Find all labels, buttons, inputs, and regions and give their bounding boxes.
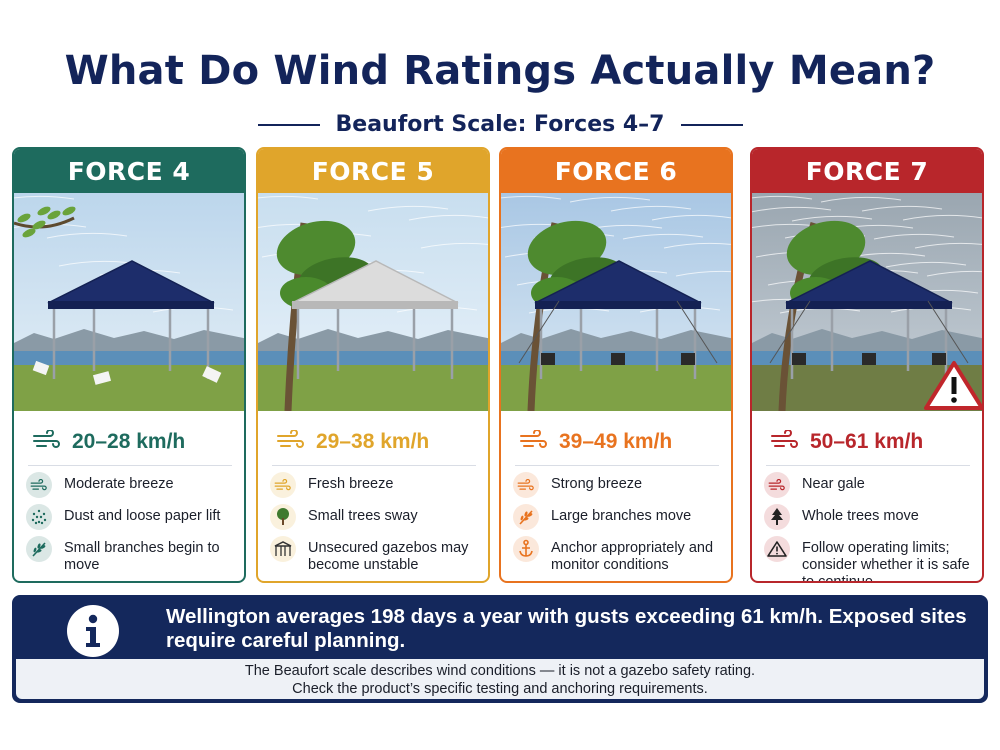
item-text: Unsecured gazebos may become unstable: [308, 540, 469, 573]
force-6-speed-row: 39–49 km/h: [501, 411, 731, 459]
force-6-item-2: Large branches move: [513, 504, 723, 530]
branch-icon: [513, 504, 539, 530]
force-4-speed: 20–28 km/h: [72, 430, 186, 453]
force-7-item-2: Whole trees move: [764, 504, 974, 530]
branch-icon: [26, 536, 52, 562]
subtitle-rule-right: [680, 123, 743, 126]
force-4-header: FORCE 4: [14, 149, 244, 193]
force-5-speed: 29–38 km/h: [316, 430, 430, 453]
force-5-card: FORCE 5 29–38 km/h Fresh breeze Small tr…: [256, 147, 490, 583]
item-text: Near gale: [802, 476, 865, 492]
info-banner: Wellington averages 198 days a year with…: [12, 595, 988, 703]
force-5-header: FORCE 5: [258, 149, 488, 193]
page-subtitle: Beaufort Scale: Forces 4–7: [335, 112, 665, 137]
disclaimer-line-1: The Beaufort scale describes wind condit…: [244, 663, 756, 679]
wind-icon: [513, 472, 539, 498]
item-text: Large branches move: [551, 508, 692, 524]
info-icon: [67, 605, 119, 657]
force-6-speed: 39–49 km/h: [559, 430, 673, 453]
force-6-header: FORCE 6: [501, 149, 731, 193]
subtitle-rule-left: [257, 123, 320, 126]
force-7-speed-row: 50–61 km/h: [752, 411, 982, 459]
item-text: Follow operating limits; consider whethe…: [802, 540, 970, 583]
force-7-illustration: [752, 193, 982, 411]
force-7-header: FORCE 7: [752, 149, 982, 193]
item-text: Dust and loose paper lift: [64, 508, 221, 524]
force-6-card: FORCE 6 39–49 km/h Strong breeze Large b…: [499, 147, 733, 583]
divider: [28, 465, 232, 466]
force-5-item-3: Unsecured gazebos may become unstable: [270, 536, 480, 574]
tree-icon: [270, 504, 296, 530]
force-4-card: FORCE 4 20–28 km/h Moderate breeze Dust …: [12, 147, 246, 583]
item-text: Strong breeze: [551, 476, 643, 492]
divider: [272, 465, 476, 466]
disclaimer-line-2: Check the product’s specific testing and…: [292, 681, 708, 697]
force-4-speed-row: 20–28 km/h: [14, 411, 244, 459]
pine-tree-icon: [764, 504, 790, 530]
wind-icon: [276, 428, 306, 455]
divider: [515, 465, 719, 466]
force-6-illustration: [501, 193, 731, 411]
wind-icon: [764, 472, 790, 498]
force-4-item-2: Dust and loose paper lift: [26, 504, 236, 530]
warning-icon: [764, 536, 790, 562]
item-text: Fresh breeze: [308, 476, 394, 492]
force-7-speed: 50–61 km/h: [810, 430, 924, 453]
force-4-item-1: Moderate breeze: [26, 472, 236, 498]
force-5-item-2: Small trees sway: [270, 504, 480, 530]
item-text: Whole trees move: [802, 508, 919, 524]
wind-icon: [32, 428, 62, 455]
force-6-item-1: Strong breeze: [513, 472, 723, 498]
dust-icon: [26, 504, 52, 530]
anchor-icon: [513, 536, 539, 562]
item-text: Small trees sway: [308, 508, 418, 524]
gazebo-icon: [270, 536, 296, 562]
wind-icon: [519, 428, 549, 455]
force-7-item-3: Follow operating limits; consider whethe…: [764, 536, 974, 583]
item-text: Small branches begin to move: [64, 540, 220, 573]
force-5-speed-row: 29–38 km/h: [258, 411, 488, 459]
force-4-item-3: Small branches begin to move: [26, 536, 236, 574]
force-7-item-1: Near gale: [764, 472, 974, 498]
wind-icon: [270, 472, 296, 498]
force-6-item-3: Anchor appropriately and monitor conditi…: [513, 536, 723, 574]
subtitle-row: Beaufort Scale: Forces 4–7: [0, 112, 1000, 137]
item-text: Anchor appropriately and monitor conditi…: [551, 540, 714, 573]
force-5-illustration: [258, 193, 488, 411]
disclaimer-note: The Beaufort scale describes wind condit…: [16, 659, 984, 699]
force-5-item-1: Fresh breeze: [270, 472, 480, 498]
page-title: What Do Wind Ratings Actually Mean?: [64, 48, 936, 94]
wind-icon: [770, 428, 800, 455]
info-headline: Wellington averages 198 days a year with…: [166, 605, 967, 652]
divider: [766, 465, 970, 466]
force-7-card: FORCE 7 50–61 km/h Near gale Whole trees…: [750, 147, 984, 583]
item-text: Moderate breeze: [64, 476, 174, 492]
wind-icon: [26, 472, 52, 498]
force-4-illustration: [14, 193, 244, 411]
